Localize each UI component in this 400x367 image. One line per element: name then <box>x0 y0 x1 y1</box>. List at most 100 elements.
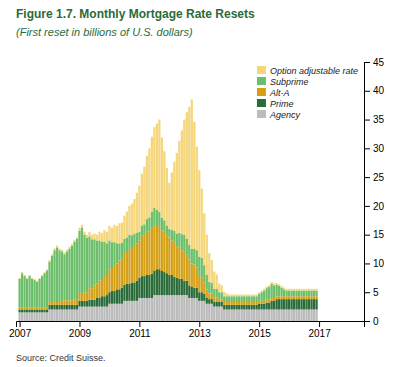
bar-segment <box>71 246 73 301</box>
bar-segment <box>256 309 258 321</box>
bar-segment <box>46 270 48 307</box>
bar-segment <box>146 232 148 275</box>
bar-segment <box>116 304 118 321</box>
bar-segment <box>263 304 265 310</box>
bar-segment <box>213 272 215 289</box>
bar-segment <box>281 288 283 297</box>
bar-segment <box>153 295 155 321</box>
bar-segment <box>276 283 278 285</box>
bar-segment <box>28 312 30 321</box>
bar-segment <box>53 250 55 302</box>
bar-segment <box>173 231 175 243</box>
bar-segment <box>18 278 20 279</box>
bar-segment <box>86 235 88 238</box>
bar-segment <box>26 308 28 310</box>
bar-segment <box>106 243 108 275</box>
bar-segment <box>56 305 58 310</box>
bar-segment <box>153 208 155 225</box>
bar-segment <box>188 298 190 321</box>
bar-segment <box>126 301 128 321</box>
bar-segment <box>131 248 133 283</box>
bar-segment <box>136 233 138 243</box>
bar-segment <box>281 309 283 321</box>
bar-segment <box>186 281 188 295</box>
bar-segment <box>203 294 205 301</box>
bar-segment <box>201 292 203 301</box>
bar-segment <box>133 301 135 321</box>
bar-segment <box>258 301 260 304</box>
bar-segment <box>295 290 297 296</box>
bar-segment <box>78 228 80 231</box>
bar-segment <box>76 239 78 299</box>
bar-segment <box>308 309 310 321</box>
y-tick-mark <box>364 206 370 207</box>
bar-segment <box>163 220 165 232</box>
bar-segment <box>236 309 238 321</box>
bar-series <box>18 208 317 308</box>
bar-segment <box>276 296 278 299</box>
bar-segment <box>241 295 243 297</box>
bar-segment <box>286 309 288 321</box>
bar-segment <box>108 304 110 321</box>
y-tick: 10 <box>364 258 385 269</box>
bar-segment <box>186 295 188 321</box>
bar-segment <box>78 294 80 301</box>
bar-segment <box>188 107 190 245</box>
bar-segment <box>118 304 120 321</box>
legend-label: Prime <box>270 99 294 109</box>
bar-segment <box>88 288 90 300</box>
bar-segment <box>141 174 143 226</box>
bar-segment <box>201 278 203 292</box>
bar-segment <box>203 265 205 282</box>
bar-segment <box>58 248 60 250</box>
bar-segment <box>268 303 270 310</box>
bar-segment <box>278 299 280 309</box>
legend-swatch <box>257 66 266 74</box>
bar-segment <box>173 295 175 321</box>
bar-segment <box>21 309 23 312</box>
bar-segment <box>216 302 218 307</box>
bar-segment <box>88 236 90 288</box>
bar-segment <box>66 250 68 252</box>
bar-segment <box>31 308 33 310</box>
bar-segment <box>138 298 140 321</box>
y-tick: 15 <box>364 229 385 240</box>
bar-segment <box>186 255 188 281</box>
bar-segment <box>223 292 225 297</box>
bar-segment <box>298 296 300 299</box>
y-tick-mark <box>364 120 370 121</box>
bar-segment <box>81 228 83 294</box>
bar-segment <box>241 296 243 302</box>
bar-segment <box>163 151 165 220</box>
bar-segment <box>46 308 48 310</box>
x-axis-line <box>17 322 365 328</box>
bar-segment <box>231 295 233 297</box>
bar-segment <box>171 240 173 275</box>
bar-segment <box>276 309 278 321</box>
bar-segment <box>76 299 78 305</box>
bar-segment <box>238 302 240 305</box>
bar-segment <box>226 296 228 302</box>
bar-segment <box>293 290 295 296</box>
bar-segment <box>21 272 23 273</box>
bar-segment <box>128 284 130 301</box>
bar-segment <box>58 309 60 321</box>
bar-segment <box>71 309 73 321</box>
bar-segment <box>196 288 198 298</box>
bar-series <box>18 225 317 310</box>
bar-segment <box>283 299 285 309</box>
bar-segment <box>221 307 223 321</box>
bar-segment <box>51 309 53 321</box>
bar-segment <box>163 295 165 321</box>
x-tick-mark <box>259 321 260 327</box>
bar-segment <box>61 300 63 305</box>
bar-segment <box>73 299 75 305</box>
bar-segment <box>223 305 225 310</box>
bar-segment <box>148 275 150 298</box>
bar-segment <box>178 141 180 233</box>
bar-segment <box>171 230 173 240</box>
bar-segment <box>268 287 270 300</box>
bar-segment <box>211 293 213 299</box>
x-tick: 2015 <box>249 321 272 339</box>
bar-segment <box>166 273 168 295</box>
